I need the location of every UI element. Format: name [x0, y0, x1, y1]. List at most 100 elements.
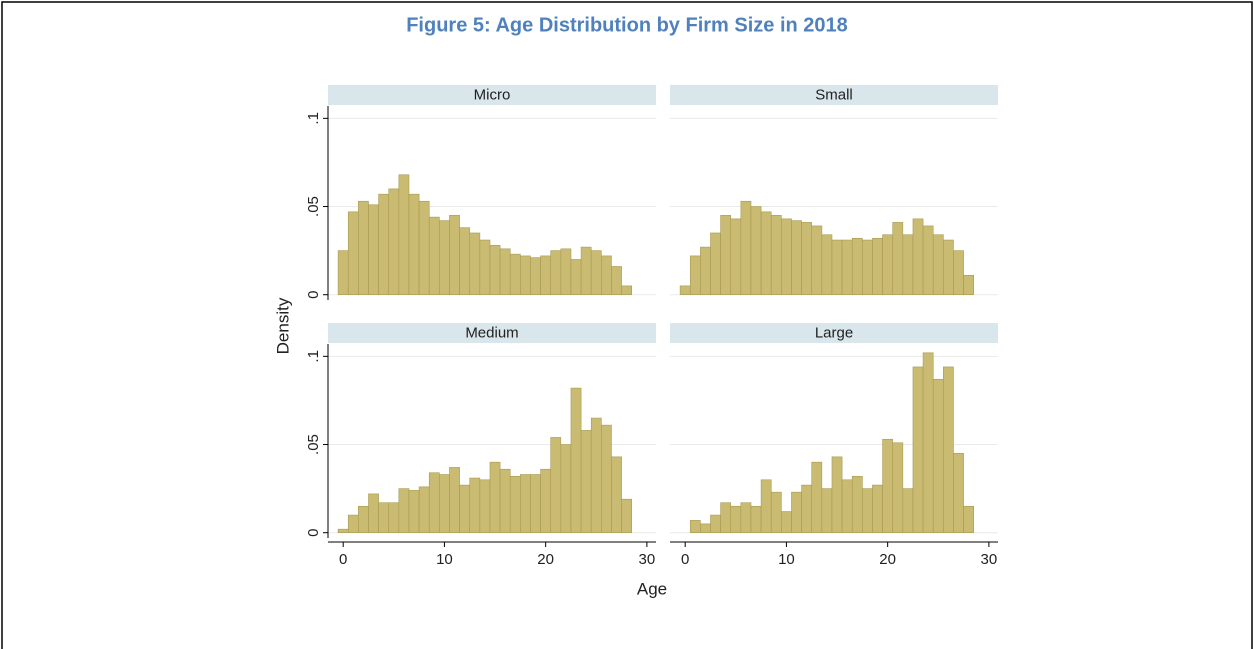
bar	[489, 245, 501, 296]
y-tick-label: 0	[305, 529, 322, 537]
bar	[801, 222, 813, 296]
bar	[700, 246, 711, 296]
bar	[388, 188, 400, 296]
x-tick-label: 0	[339, 551, 347, 568]
bar	[337, 250, 349, 296]
bar	[378, 502, 390, 534]
bar	[872, 484, 883, 534]
bar	[902, 234, 914, 296]
x-axis-label: Age	[637, 579, 667, 598]
bar	[953, 250, 964, 296]
bar	[770, 215, 782, 296]
bar	[530, 257, 541, 296]
bar	[831, 456, 843, 534]
bar	[378, 193, 390, 296]
bar	[781, 218, 792, 296]
y-tick-label: .05	[305, 434, 322, 455]
panel-title: Large	[815, 324, 853, 341]
bar	[611, 266, 622, 296]
bar	[811, 461, 823, 534]
bar	[791, 220, 802, 296]
bar	[590, 250, 602, 296]
bar	[963, 505, 975, 534]
x-tick-label: 30	[981, 551, 998, 568]
bar	[550, 250, 562, 296]
x-tick-label: 20	[879, 551, 896, 568]
bar	[388, 502, 400, 534]
bar	[560, 444, 572, 534]
y-tick-label: .1	[305, 350, 322, 363]
bar	[509, 475, 521, 534]
bar	[932, 378, 944, 534]
bar	[570, 259, 582, 296]
bar	[710, 232, 721, 296]
bar	[601, 424, 612, 534]
bar	[358, 505, 369, 534]
bar	[760, 211, 772, 296]
bar	[943, 239, 954, 296]
bar	[851, 237, 863, 296]
bar	[489, 461, 501, 534]
bar	[459, 484, 471, 534]
bar	[418, 486, 430, 534]
bar	[398, 174, 410, 296]
y-axis-label: Density	[273, 297, 292, 354]
bar	[449, 215, 460, 296]
bar	[479, 239, 491, 296]
bar	[368, 204, 379, 296]
panel-header	[328, 85, 656, 105]
bar	[841, 479, 853, 534]
bar	[368, 493, 379, 534]
panel-header	[670, 323, 998, 343]
bar	[963, 275, 975, 296]
bar	[689, 255, 701, 296]
x-tick-label: 0	[681, 551, 689, 568]
bar	[621, 498, 633, 534]
bar	[730, 218, 742, 296]
bar	[479, 479, 491, 534]
bar	[439, 474, 450, 534]
x-tick-label: 20	[537, 551, 554, 568]
bar	[499, 468, 511, 534]
panel-title: Medium	[465, 324, 518, 341]
bar	[862, 239, 873, 296]
bar	[358, 200, 369, 296]
bar	[821, 234, 833, 296]
y-tick-label: .1	[305, 112, 322, 125]
bar	[469, 232, 481, 296]
bar	[801, 484, 813, 534]
bar	[499, 248, 511, 296]
bar	[418, 200, 430, 296]
bar	[408, 193, 420, 296]
bar	[781, 511, 792, 534]
bar	[862, 488, 873, 534]
bar	[943, 366, 954, 534]
bar	[540, 468, 552, 534]
bar	[689, 520, 701, 534]
bar	[550, 437, 562, 534]
bar	[902, 488, 914, 534]
bar	[540, 255, 552, 296]
panel-header	[670, 85, 998, 105]
bar	[760, 479, 772, 534]
bar	[580, 430, 592, 534]
bar	[530, 474, 541, 534]
panel-header	[328, 323, 656, 343]
bar	[601, 255, 612, 296]
bar	[347, 211, 359, 296]
bar	[831, 239, 843, 296]
x-tick-label: 10	[778, 551, 795, 568]
bar	[449, 467, 460, 534]
bar	[953, 453, 964, 534]
bar	[932, 234, 944, 296]
bar	[912, 218, 924, 296]
bar	[740, 502, 752, 534]
bar	[439, 220, 450, 296]
bar	[459, 227, 471, 296]
chart-title: Figure 5: Age Distribution by Firm Size …	[406, 14, 848, 36]
bar	[347, 514, 359, 534]
bar	[730, 505, 742, 534]
bar	[912, 366, 924, 534]
bar	[428, 472, 440, 534]
bar	[398, 488, 410, 534]
